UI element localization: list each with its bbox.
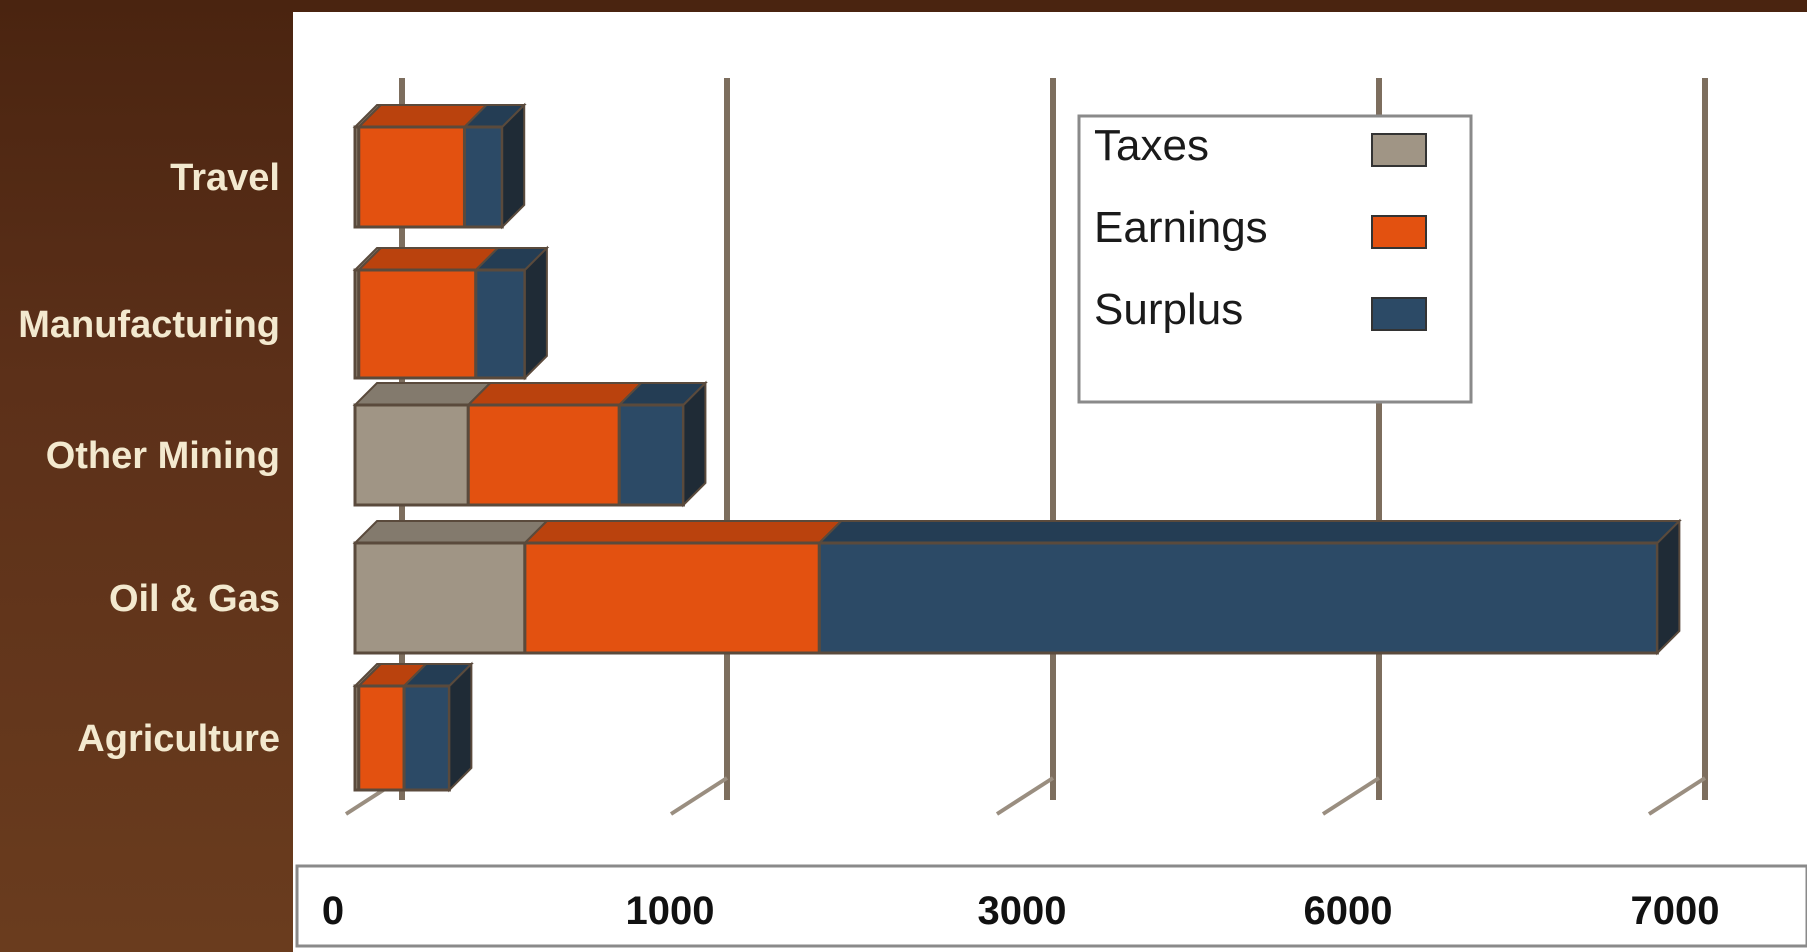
bar-segment-side — [682, 380, 707, 508]
bar-segment — [357, 268, 478, 380]
x-tick-label: 1000 — [626, 889, 715, 933]
bar-segment-top — [352, 520, 550, 544]
bar-segment-side — [523, 245, 548, 381]
bar-segment — [353, 403, 470, 507]
bar-segment-side — [1656, 518, 1681, 656]
legend: Taxes Earnings Surplus — [1077, 114, 1473, 404]
bar-segment-side — [501, 102, 526, 230]
legend-label: Surplus — [1094, 285, 1243, 334]
bar-segment — [817, 541, 1659, 655]
gridline-base — [995, 776, 1055, 816]
bar-segment-top — [465, 382, 644, 406]
x-tick-label: 7000 — [1631, 889, 1720, 933]
category-label: Travel — [170, 157, 280, 199]
category-label: Other Mining — [46, 435, 280, 477]
bar-segment — [462, 125, 504, 229]
category-labels: Travel Manufacturing Other Mining Oil & Gas… — [18, 157, 280, 760]
bar-segment-top — [352, 382, 493, 406]
category-label: Oil & Gas — [109, 578, 280, 620]
bar-segment — [523, 541, 821, 655]
x-tick-label: 3000 — [978, 889, 1067, 933]
legend-swatch — [1371, 133, 1427, 167]
x-tick-labels: 0 1000 3000 6000 7000 — [322, 889, 1720, 933]
bar-segment — [474, 268, 527, 380]
category-label: Manufacturing — [18, 304, 280, 346]
bar-segment — [617, 403, 685, 507]
bar-segment-top — [522, 520, 844, 544]
bars — [352, 102, 1682, 793]
category-label: Agriculture — [77, 718, 280, 760]
legend-label: Taxes — [1094, 121, 1209, 170]
bar-segment-top — [816, 520, 1682, 544]
bar-segment — [402, 684, 451, 792]
x-tick-label: 6000 — [1304, 889, 1393, 933]
bar-segment — [466, 403, 621, 507]
gridline-base — [1647, 776, 1707, 816]
bar-segment — [357, 684, 406, 792]
bar-segment — [353, 541, 527, 655]
gridline-base — [669, 776, 729, 816]
bar-segment — [357, 125, 466, 229]
legend-label: Earnings — [1094, 203, 1268, 252]
x-axis-box — [295, 864, 1807, 948]
x-tick-label: 0 — [322, 889, 344, 933]
legend-swatch — [1371, 215, 1427, 249]
bar-segment-side — [448, 661, 473, 793]
bar-segment-top — [356, 247, 501, 271]
legend-swatch — [1371, 297, 1427, 331]
gridline-base — [1321, 776, 1381, 816]
